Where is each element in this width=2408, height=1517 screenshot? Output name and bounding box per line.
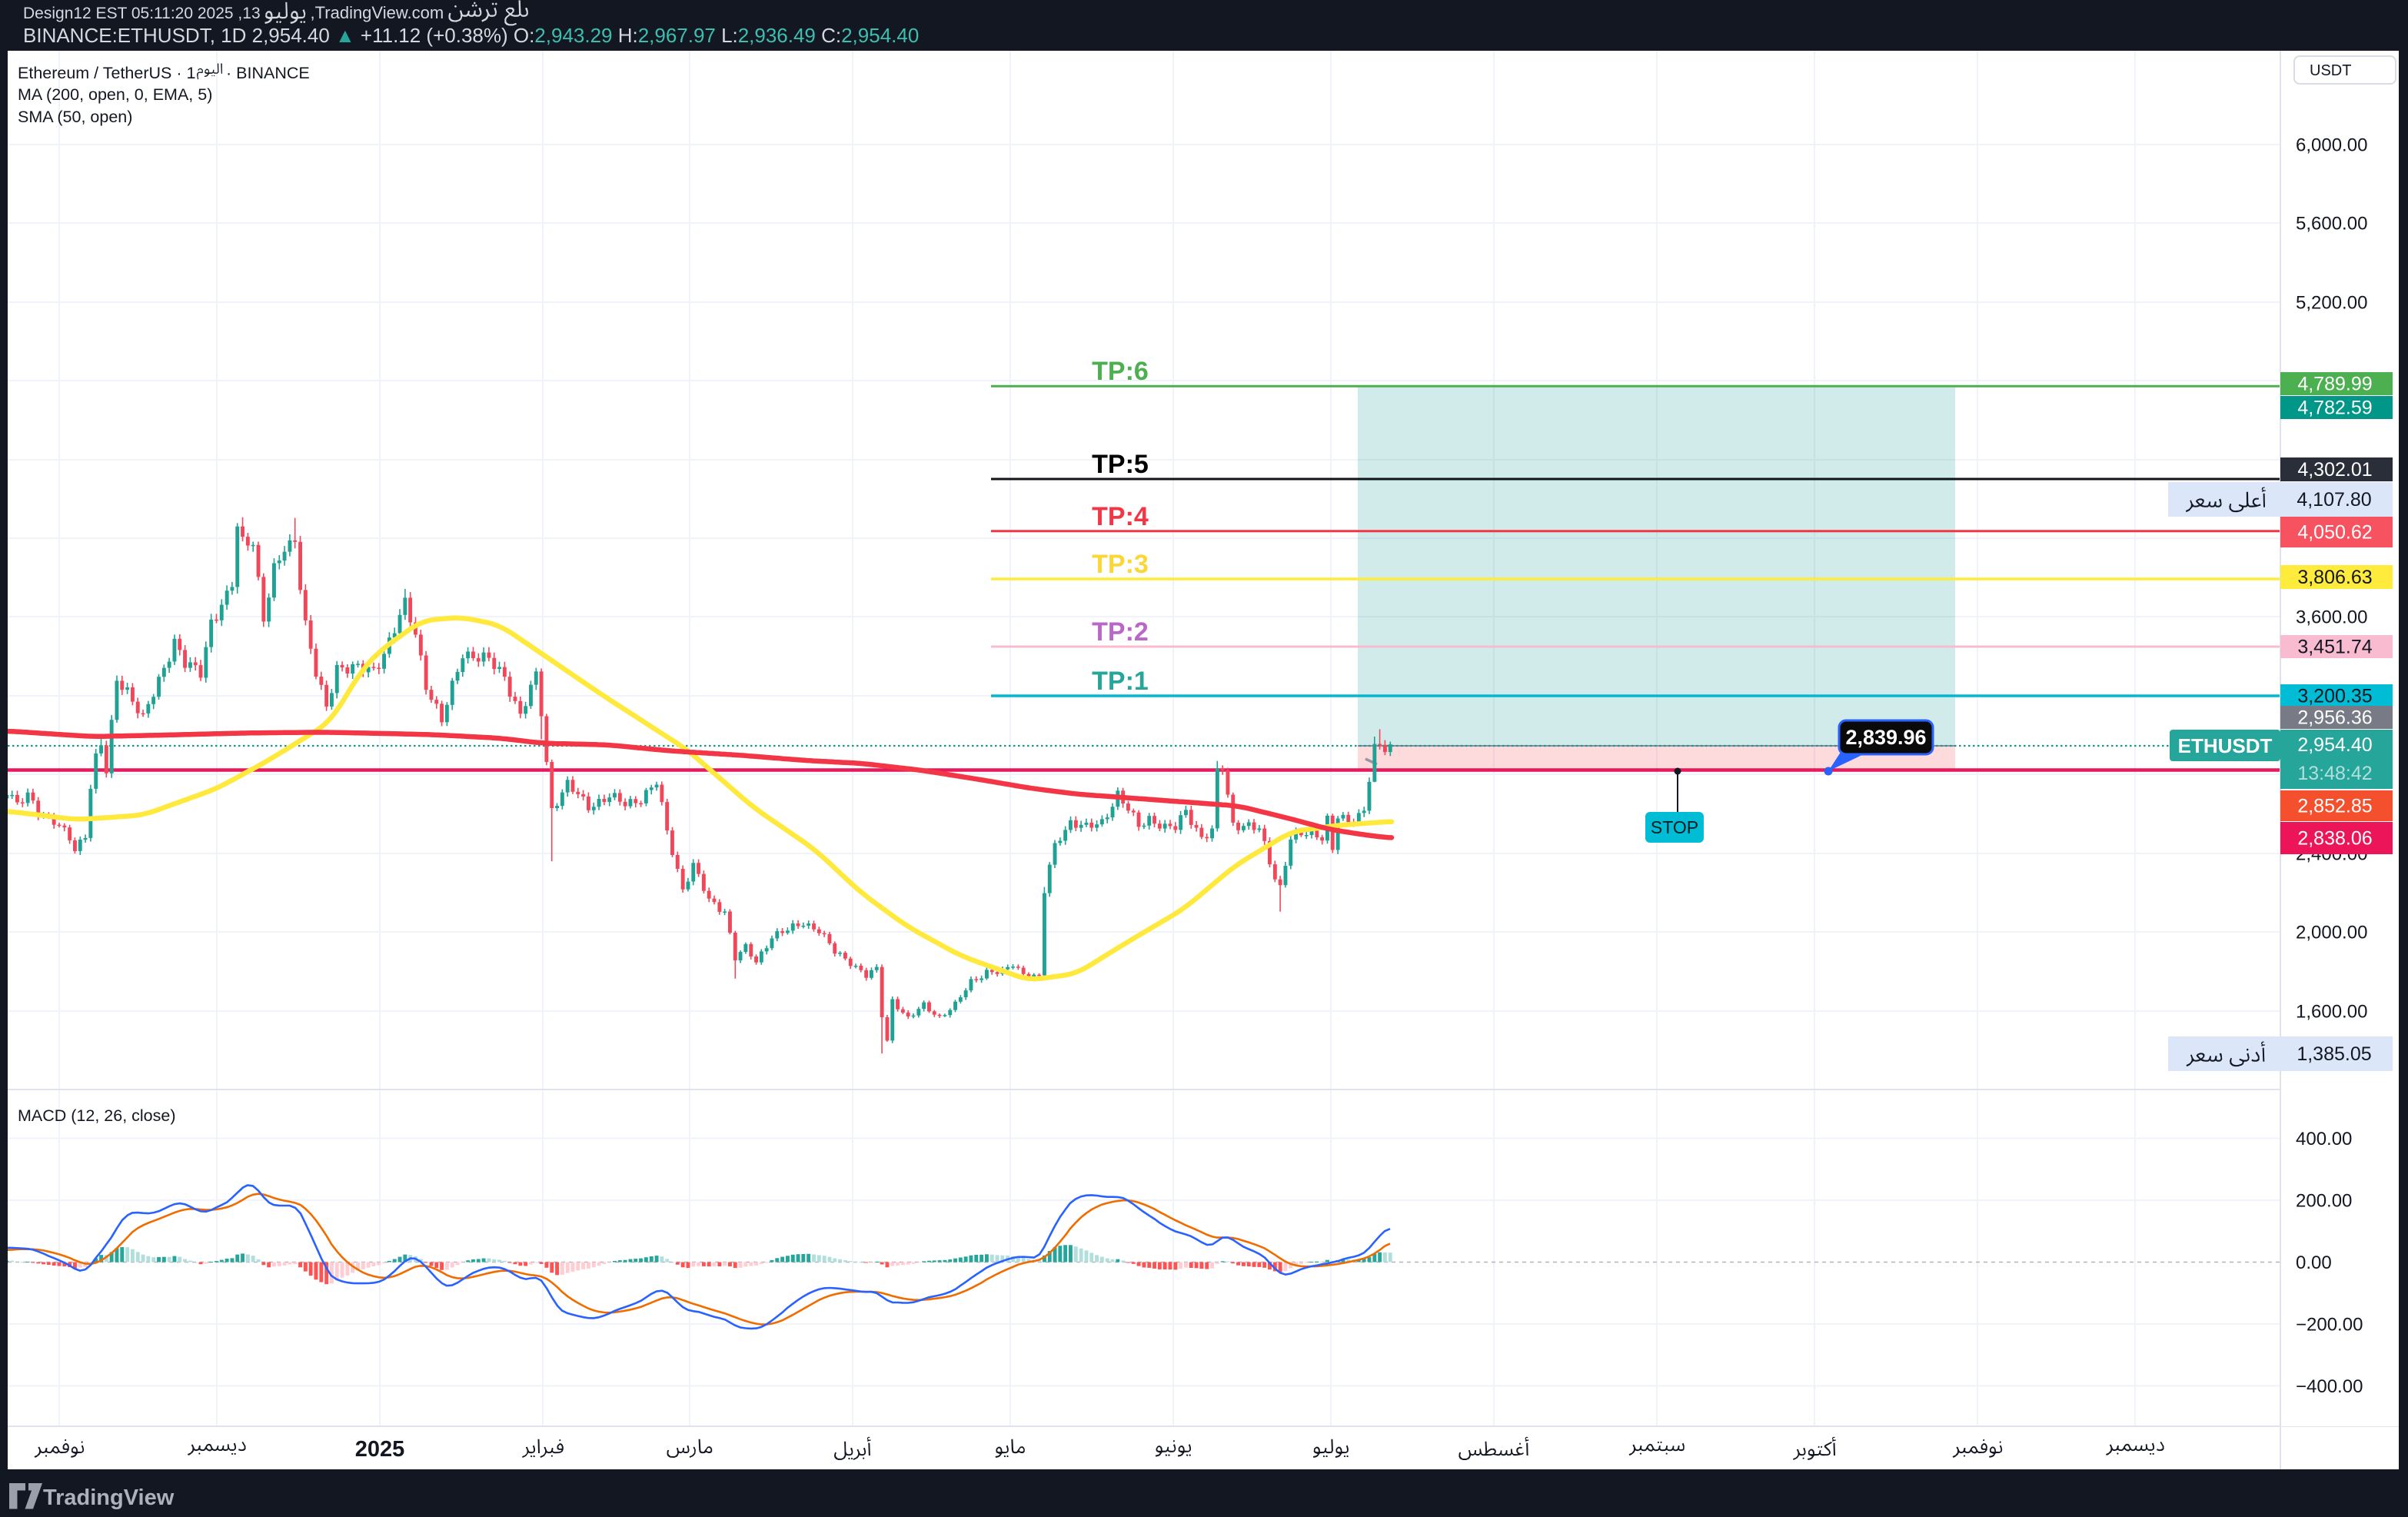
svg-text:1,600.00: 1,600.00 xyxy=(2296,1002,2367,1023)
svg-text:ETHUSDT: ETHUSDT xyxy=(2178,734,2273,757)
svg-text:0.00: 0.00 xyxy=(2296,1253,2332,1273)
svg-text:3,200.35: 3,200.35 xyxy=(2297,686,2372,707)
svg-text:2,943.29: 2,943.29 xyxy=(534,24,617,47)
svg-text:2,838.06: 2,838.06 xyxy=(2297,828,2372,850)
svg-text:1,385.05: 1,385.05 xyxy=(2297,1043,2371,1065)
svg-text:2,000.00: 2,000.00 xyxy=(2296,923,2367,943)
svg-text:STOP: STOP xyxy=(1651,817,1698,837)
svg-text:2,954.40: 2,954.40 xyxy=(841,24,919,47)
svg-text:4,789.99: 4,789.99 xyxy=(2297,374,2372,395)
svg-text:2,954.40: 2,954.40 xyxy=(2297,734,2372,756)
svg-text:H:: H: xyxy=(618,24,638,47)
svg-text:400.00: 400.00 xyxy=(2296,1129,2352,1149)
svg-text:2,852.85: 2,852.85 xyxy=(2297,796,2372,817)
svg-text:TradingView: TradingView xyxy=(43,1485,175,1510)
svg-text:4,050.62: 4,050.62 xyxy=(2297,522,2372,544)
svg-text:13:48:42: 13:48:42 xyxy=(2297,763,2372,784)
svg-text:2,967.97: 2,967.97 xyxy=(638,24,721,47)
svg-text:4,782.59: 4,782.59 xyxy=(2297,398,2372,419)
svg-text:SMA (50, open): SMA (50, open) xyxy=(18,108,132,126)
svg-text:L:: L: xyxy=(721,24,738,47)
svg-text:4,107.80: 4,107.80 xyxy=(2297,489,2371,511)
svg-text:Design12 EST 05:11:20 2025 ,13: Design12 EST 05:11:20 2025 ,13 xyxy=(23,5,261,22)
svg-text:2,839.96: 2,839.96 xyxy=(1845,726,1926,749)
svg-text:TP:5: TP:5 xyxy=(1092,450,1149,479)
svg-text:TP:1: TP:1 xyxy=(1092,667,1149,696)
svg-text:MA (200, open, 0, EMA, 5): MA (200, open, 0, EMA, 5) xyxy=(18,85,212,104)
svg-text:2,956.36: 2,956.36 xyxy=(2297,707,2372,729)
svg-text:5,200.00: 5,200.00 xyxy=(2296,293,2367,314)
svg-text:200.00: 200.00 xyxy=(2296,1191,2352,1212)
svg-text:MACD (12, 26, close): MACD (12, 26, close) xyxy=(18,1106,176,1125)
svg-text:6,000.00: 6,000.00 xyxy=(2296,135,2367,156)
svg-text:4,302.01: 4,302.01 xyxy=(2297,459,2372,481)
svg-text:3,600.00: 3,600.00 xyxy=(2296,607,2367,628)
svg-text:5,600.00: 5,600.00 xyxy=(2296,214,2367,235)
svg-text:TP:4: TP:4 xyxy=(1092,502,1149,531)
svg-text:O:: O: xyxy=(514,24,534,47)
svg-text:−400.00: −400.00 xyxy=(2296,1376,2363,1397)
svg-text:−200.00: −200.00 xyxy=(2296,1315,2363,1336)
svg-text:,TradingView.com: ,TradingView.com xyxy=(311,3,444,22)
svg-text:TP:3: TP:3 xyxy=(1092,550,1149,579)
svg-text:USDT: USDT xyxy=(2310,62,2351,79)
svg-text:2025: 2025 xyxy=(355,1437,405,1462)
svg-text:2,936.49: 2,936.49 xyxy=(738,24,821,47)
svg-text:+11.12 (+0.38%): +11.12 (+0.38%) xyxy=(361,24,514,47)
svg-text:TP:2: TP:2 xyxy=(1092,617,1149,647)
svg-text:Ethereum / TetherUS · 1: Ethereum / TetherUS · 1 xyxy=(18,64,195,82)
svg-text:C:: C: xyxy=(821,24,841,47)
svg-text:3,806.63: 3,806.63 xyxy=(2297,567,2372,588)
svg-text:TP:6: TP:6 xyxy=(1092,357,1149,386)
svg-text:BINANCE:ETHUSDT, 1D 2,954.40: BINANCE:ETHUSDT, 1D 2,954.40 xyxy=(23,24,335,47)
svg-text:· BINANCE: · BINANCE xyxy=(226,64,310,82)
svg-text:▲: ▲ xyxy=(335,24,361,47)
svg-text:3,451.74: 3,451.74 xyxy=(2297,637,2372,658)
